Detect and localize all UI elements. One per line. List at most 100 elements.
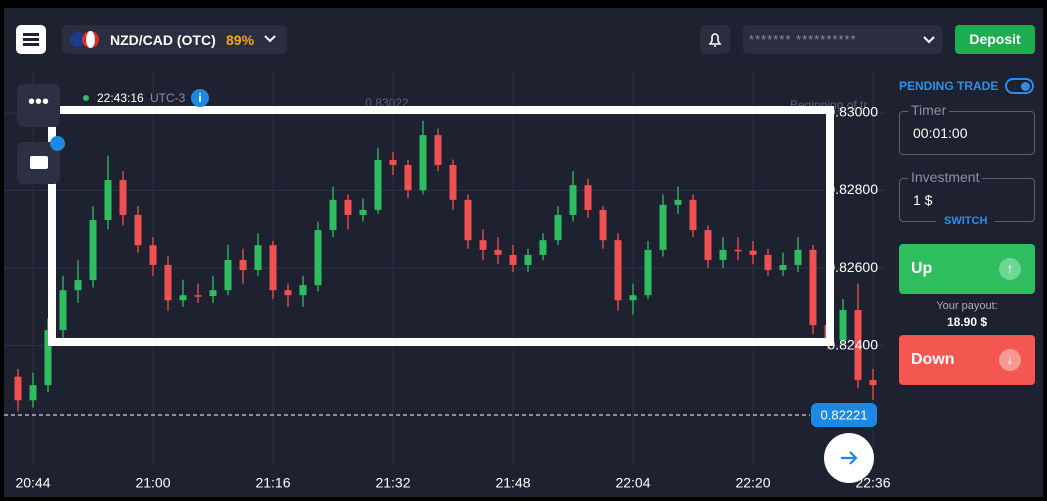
switch-button[interactable]: SWITCH	[936, 215, 996, 227]
status-dot	[83, 95, 89, 101]
x-tick-label: 22:36	[855, 475, 890, 491]
candle-body	[599, 209, 607, 241]
candle-body	[524, 254, 532, 265]
down-arrow: ↓	[999, 349, 1021, 371]
briefcase-icon	[30, 156, 48, 169]
payout-value: 18.90 $	[946, 315, 988, 329]
payout-percent: 89%	[226, 32, 255, 48]
candle-body	[809, 249, 817, 326]
pair-selector[interactable]: NZD/CAD (OTC) 89%	[62, 25, 287, 54]
x-tick-label: 20:44	[15, 475, 50, 491]
down-button[interactable]: Down ↓	[899, 335, 1035, 385]
candle-body	[224, 259, 232, 291]
candle-body	[374, 159, 382, 210]
x-tick-label: 21:00	[135, 475, 170, 491]
x-tick-label: 22:04	[615, 475, 650, 491]
menu-button[interactable]	[16, 25, 46, 54]
candle-body	[749, 250, 757, 255]
candle-body	[419, 135, 427, 191]
candle-body	[704, 230, 712, 260]
candle-body	[614, 240, 622, 301]
timer-value: 00:01:00	[913, 125, 968, 141]
investment-value: 1 $	[913, 192, 933, 208]
more-button[interactable]: •••	[17, 84, 60, 127]
notifications[interactable]	[700, 25, 730, 54]
chevron	[264, 35, 276, 43]
x-tick-label: 21:16	[255, 475, 290, 491]
candle-body	[179, 295, 187, 301]
account-name: ******* **********	[749, 32, 857, 47]
portfolio-button[interactable]	[17, 136, 65, 184]
candle-body	[479, 240, 487, 250]
y-tick-label: 0.82600	[827, 259, 878, 275]
candle-body	[284, 290, 292, 296]
up-arrow: ↑	[999, 258, 1021, 280]
candle-body	[689, 199, 697, 231]
candle-body	[554, 214, 562, 241]
candle-body	[89, 220, 97, 281]
candle-body	[794, 249, 802, 265]
pending-toggle[interactable]	[1005, 78, 1034, 94]
candle-body	[389, 159, 397, 165]
candle-body	[449, 164, 457, 200]
candle-body	[209, 290, 217, 296]
current-price-pill	[811, 403, 877, 428]
candle-body	[314, 230, 322, 286]
badge	[50, 136, 65, 151]
candle-body	[629, 295, 637, 301]
candle-body	[239, 259, 247, 271]
flag	[70, 32, 85, 47]
clock: 22:43:16	[97, 91, 144, 105]
x-tick-label: 22:20	[735, 475, 770, 491]
candle-body	[839, 309, 847, 341]
candle-body	[134, 214, 142, 246]
candle-body	[299, 285, 307, 296]
up-label: Up	[911, 260, 933, 277]
y-tick-label: 0.83000	[827, 104, 878, 120]
x-tick-label: 21:48	[495, 475, 530, 491]
candle-body	[569, 185, 577, 215]
candle-body	[434, 135, 442, 165]
candle-body	[539, 240, 547, 255]
candle-body	[464, 199, 472, 241]
candle-body	[779, 264, 787, 271]
candle-body	[44, 330, 52, 386]
current-price-label: 0.82221	[821, 407, 868, 422]
candle-body	[149, 245, 157, 265]
timer-label: Timer	[908, 102, 950, 118]
candle-body	[854, 309, 862, 381]
account-selector[interactable]: ******* **********	[743, 25, 942, 54]
pending-trade-label: PENDING TRADE	[899, 79, 999, 93]
candle-body	[869, 380, 877, 386]
deposit-button[interactable]: Deposit	[955, 25, 1035, 54]
candle-body	[764, 254, 772, 271]
candle-body	[74, 280, 82, 291]
candle-body	[119, 180, 127, 215]
bell-icon	[708, 33, 722, 47]
timer-field[interactable]: Timer 00:01:00	[899, 102, 1035, 155]
candle-body	[164, 264, 172, 301]
y-tick-label: 0.82400	[827, 336, 878, 352]
candle-body	[104, 180, 112, 221]
investment-field[interactable]: Investment 1 $ SWITCH	[899, 169, 1035, 227]
candle-body	[344, 199, 352, 215]
candle-body	[359, 209, 367, 215]
candle-body	[674, 199, 682, 205]
arrow-icon	[841, 451, 858, 465]
up-button[interactable]: Up ↑	[899, 244, 1035, 294]
candle-body	[254, 245, 262, 271]
info-icon[interactable]: i	[191, 89, 209, 107]
candle-body	[644, 249, 652, 296]
candle-body	[659, 204, 667, 250]
candle-body	[14, 376, 22, 401]
candle-body	[719, 249, 727, 260]
candle-body	[269, 245, 277, 291]
background	[4, 8, 1043, 497]
timezone: UTC-3	[150, 91, 186, 105]
pair-name: NZD/CAD (OTC)	[110, 32, 216, 48]
candle-body	[194, 295, 202, 297]
candle-body	[509, 254, 517, 265]
payout-label: Your payout:	[936, 300, 998, 312]
candle-body	[404, 164, 412, 191]
